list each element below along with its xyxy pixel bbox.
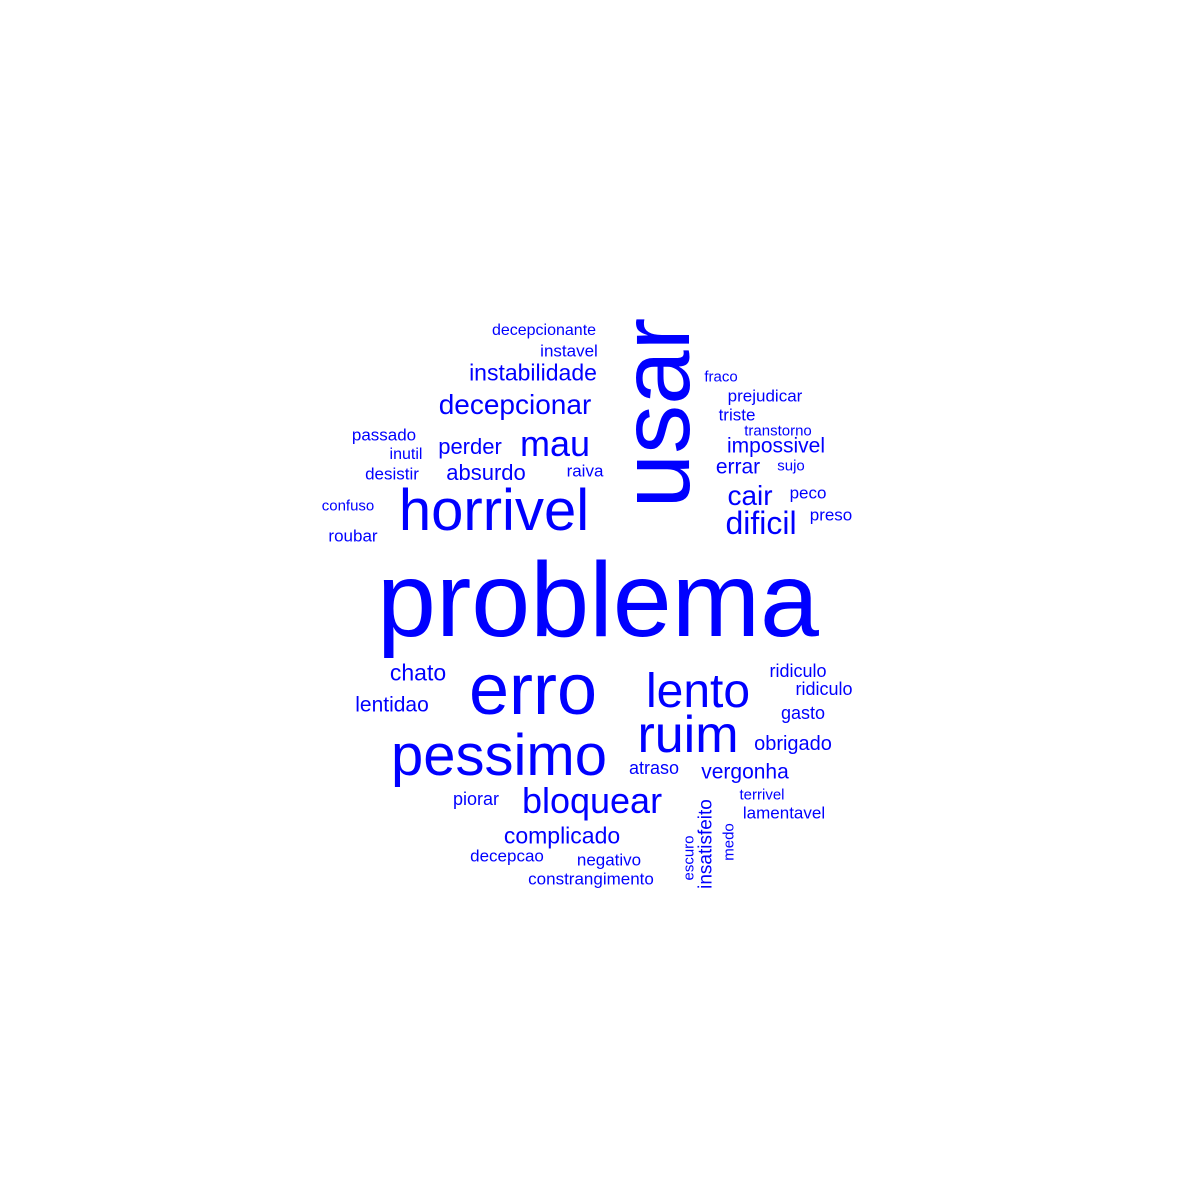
word-gasto: gasto — [780, 703, 826, 723]
word-chato: chato — [389, 659, 447, 686]
word-piorar: piorar — [452, 789, 500, 809]
word-instavel: instavel — [540, 341, 598, 361]
word-pessimo: pessimo — [391, 723, 607, 788]
word-confuso: confuso — [321, 497, 375, 515]
word-dificil: dificil — [725, 505, 797, 541]
word-inutil: inutil — [389, 446, 423, 463]
word-negativo: negativo — [576, 850, 642, 870]
word-desistir: desistir — [365, 464, 419, 484]
word-fraco: fraco — [704, 368, 738, 386]
word-decepcionar: decepcionar — [438, 389, 592, 420]
word-lentidao: lentidao — [355, 693, 429, 717]
word-raiva: raiva — [566, 461, 604, 481]
word-usar: usar — [600, 317, 710, 509]
word-triste: triste — [718, 405, 756, 425]
word-insatisfeito: insatisfeito — [695, 799, 717, 889]
word-constrangimento: constrangimento — [528, 869, 654, 889]
word-decepcao: decepcao — [470, 846, 544, 866]
word-errar: errar — [715, 455, 761, 479]
word-vergonha: vergonha — [701, 760, 789, 784]
word-terrivel: terrivel — [739, 786, 785, 804]
word-bloquear: bloquear — [521, 780, 663, 821]
word-erro: erro — [468, 650, 598, 730]
word-peco: peco — [789, 483, 827, 503]
word-decepcionante: decepcionante — [491, 322, 597, 339]
word-perder: perder — [438, 434, 502, 459]
word-sujo: sujo — [777, 457, 805, 475]
word-instabilidade: instabilidade — [469, 359, 597, 386]
word-lento: lento — [645, 665, 751, 718]
word-preso: preso — [809, 505, 853, 525]
word-impossivel: impossivel — [726, 434, 826, 458]
word-mau: mau — [519, 423, 591, 464]
word-transtorno: transtorno — [744, 422, 812, 440]
word-horrivel: horrivel — [398, 478, 590, 543]
word-complicado: complicado — [503, 822, 621, 849]
word-absurdo: absurdo — [446, 460, 526, 485]
word-escuro: escuro — [680, 835, 698, 881]
word-ruim: ruim — [637, 706, 739, 764]
word-lamentavel: lamentavel — [742, 803, 826, 823]
word-ridiculo: ridiculo — [769, 661, 827, 681]
word-problema: problema — [377, 541, 819, 659]
word-passado: passado — [351, 425, 417, 445]
word-prejudicar: prejudicar — [727, 386, 803, 406]
word-cair: cair — [727, 480, 773, 511]
word-roubar: roubar — [328, 526, 378, 546]
word-ridiculo: ridiculo — [795, 679, 853, 699]
word-obrigado: obrigado — [754, 733, 832, 755]
word-medo: medo — [720, 823, 738, 861]
word-atraso: atraso — [628, 758, 680, 778]
